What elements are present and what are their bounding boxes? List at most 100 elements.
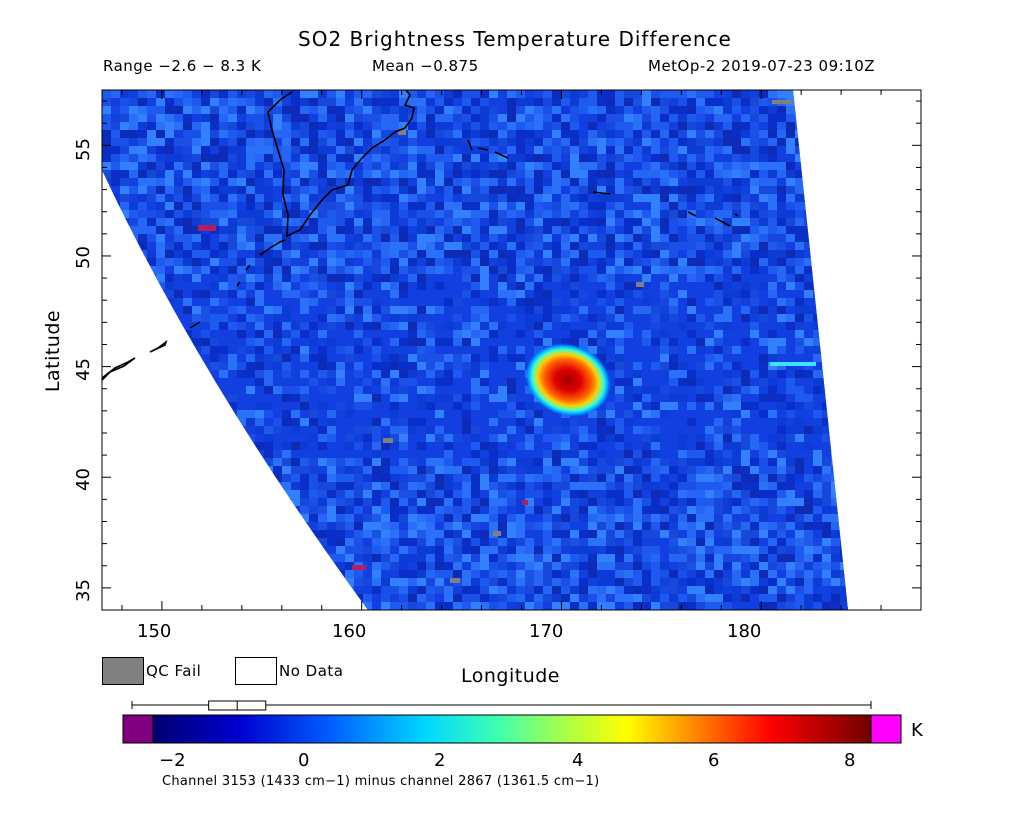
heatmap-cell	[552, 106, 561, 114]
heatmap-cell	[795, 402, 804, 410]
heatmap-cell	[786, 186, 795, 194]
heatmap-cell	[705, 106, 714, 114]
heatmap-cell	[336, 90, 345, 98]
heatmap-cell	[327, 354, 336, 362]
heatmap-cell	[489, 514, 498, 522]
heatmap-cell	[399, 258, 408, 266]
heatmap-cell	[363, 362, 372, 370]
range-label: Range −2.6 − 8.3 K	[103, 57, 262, 75]
heatmap-cell	[174, 146, 183, 154]
heatmap-cell	[282, 394, 291, 402]
heatmap-cell	[633, 386, 642, 394]
heatmap-cell	[282, 242, 291, 250]
heatmap-cell	[399, 106, 408, 114]
heatmap-cell	[615, 194, 624, 202]
heatmap-cell	[156, 250, 165, 258]
heatmap-cell	[696, 170, 705, 178]
heatmap-cell	[219, 426, 228, 434]
heatmap-cell	[255, 130, 264, 138]
heatmap-cell	[498, 154, 507, 162]
heatmap-cell	[624, 130, 633, 138]
heatmap-cell	[111, 474, 120, 482]
heatmap-cell	[345, 402, 354, 410]
heatmap-cell	[453, 418, 462, 426]
heatmap-cell	[327, 226, 336, 234]
heatmap-cell	[246, 426, 255, 434]
heatmap-cell	[750, 490, 759, 498]
heatmap-cell	[462, 98, 471, 106]
heatmap-cell	[255, 274, 264, 282]
heatmap-cell	[732, 234, 741, 242]
heatmap-cell	[822, 450, 831, 458]
heatmap-cell	[813, 202, 822, 210]
heatmap-cell	[174, 194, 183, 202]
heatmap-cell	[615, 554, 624, 562]
heatmap-cell	[282, 122, 291, 130]
heatmap-cell	[714, 338, 723, 346]
heatmap-cell	[192, 90, 201, 98]
heatmap-cell	[453, 442, 462, 450]
heatmap-cell	[426, 482, 435, 490]
heatmap-cell	[282, 170, 291, 178]
heatmap-cell	[417, 298, 426, 306]
heatmap-cell	[147, 482, 156, 490]
heatmap-cell	[390, 194, 399, 202]
heatmap-cell	[399, 378, 408, 386]
heatmap-cell	[723, 266, 732, 274]
heatmap-cell	[471, 410, 480, 418]
heatmap-cell	[327, 298, 336, 306]
heatmap-cell	[120, 122, 129, 130]
heatmap-cell	[480, 186, 489, 194]
heatmap-cell	[696, 322, 705, 330]
heatmap-cell	[255, 114, 264, 122]
heatmap-cell	[156, 418, 165, 426]
heatmap-cell	[129, 426, 138, 434]
heatmap-cell	[264, 122, 273, 130]
heatmap-cell	[588, 138, 597, 146]
heatmap-cell	[579, 442, 588, 450]
heatmap-cell	[471, 234, 480, 242]
heatmap-cell	[246, 178, 255, 186]
heatmap-cell	[561, 338, 570, 346]
heatmap-cell	[516, 122, 525, 130]
heatmap-cell	[318, 418, 327, 426]
heatmap-cell	[561, 250, 570, 258]
heatmap-cell	[705, 442, 714, 450]
heatmap-cell	[723, 234, 732, 242]
heatmap-cell	[165, 554, 174, 562]
heatmap-cell	[534, 450, 543, 458]
heatmap-cell	[588, 450, 597, 458]
heatmap-cell	[399, 178, 408, 186]
heatmap-cell	[435, 402, 444, 410]
heatmap-cell	[768, 378, 777, 386]
heatmap-cell	[300, 538, 309, 546]
heatmap-cell	[678, 490, 687, 498]
heatmap-cell	[714, 146, 723, 154]
heatmap-cell	[408, 538, 417, 546]
heatmap-cell	[696, 194, 705, 202]
heatmap-cell	[309, 242, 318, 250]
heatmap-cell	[462, 362, 471, 370]
heatmap-cell	[453, 274, 462, 282]
heatmap-cell	[192, 98, 201, 106]
heatmap-cell	[687, 330, 696, 338]
heatmap-cell	[651, 490, 660, 498]
heatmap-cell	[426, 394, 435, 402]
heatmap-cell	[651, 322, 660, 330]
heatmap-cell	[561, 266, 570, 274]
heatmap-cell	[390, 362, 399, 370]
heatmap-cell	[291, 194, 300, 202]
heatmap-cell	[471, 306, 480, 314]
heatmap-cell	[210, 466, 219, 474]
heatmap-cell	[399, 194, 408, 202]
heatmap-cell	[759, 98, 768, 106]
heatmap-cell	[300, 442, 309, 450]
heatmap-cell	[813, 226, 822, 234]
heatmap-cell	[174, 122, 183, 130]
heatmap-cell	[588, 442, 597, 450]
heatmap-cell	[831, 546, 840, 554]
heatmap-cell	[759, 322, 768, 330]
heatmap-cell	[705, 466, 714, 474]
heatmap-cell	[363, 434, 372, 442]
heatmap-cell	[138, 98, 147, 106]
